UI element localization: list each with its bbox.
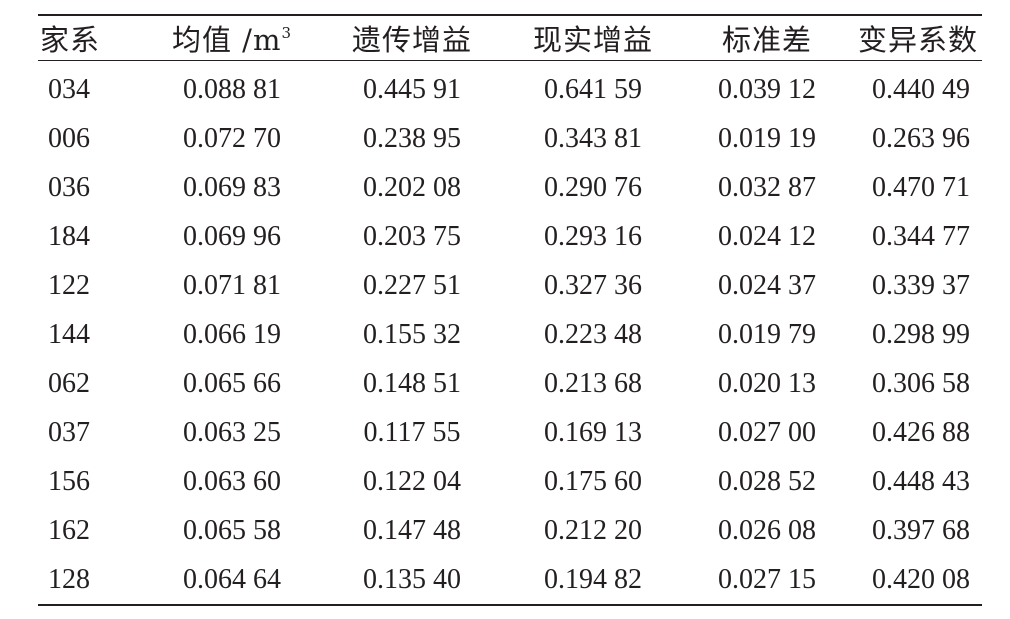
cell-family: 006 bbox=[48, 122, 90, 154]
cell-std-dev: 0.024 12 bbox=[718, 220, 816, 252]
table-row: 006 0.072 70 0.238 95 0.343 81 0.019 19 0.263… bbox=[38, 114, 982, 163]
table-row: 062 0.065 66 0.148 51 0.213 68 0.020 13 0.306… bbox=[38, 359, 982, 408]
data-table: 家系 均值 /m3 遗传增益 现实增益 标准差 变异系数 034 0.088 81… bbox=[38, 14, 982, 606]
table-row: 036 0.069 83 0.202 08 0.290 76 0.032 87 0.470… bbox=[38, 163, 982, 212]
family-gain-table: 家系 均值 /m3 遗传增益 现实增益 标准差 变异系数 034 0.088 81… bbox=[38, 14, 982, 606]
header-mean-label: 均值 /m bbox=[171, 23, 282, 57]
cell-family: 036 bbox=[48, 171, 90, 203]
cell-std-dev: 0.027 15 bbox=[718, 563, 816, 595]
cell-mean: 0.088 81 bbox=[183, 73, 281, 105]
cell-real-gain: 0.327 36 bbox=[544, 269, 642, 301]
cell-cv: 0.298 99 bbox=[872, 318, 970, 350]
cell-cv: 0.306 58 bbox=[872, 367, 970, 399]
cell-std-dev: 0.020 13 bbox=[718, 367, 816, 399]
cell-genetic-gain: 0.203 75 bbox=[363, 220, 461, 252]
cell-std-dev: 0.024 37 bbox=[718, 269, 816, 301]
cell-cv: 0.470 71 bbox=[872, 171, 970, 203]
cell-genetic-gain: 0.147 48 bbox=[363, 514, 461, 546]
cell-cv: 0.426 88 bbox=[872, 416, 970, 448]
cell-family: 122 bbox=[48, 269, 90, 301]
cell-family: 156 bbox=[48, 465, 90, 497]
header-mean: 均值 /m3 bbox=[143, 15, 321, 61]
cell-mean: 0.065 58 bbox=[183, 514, 281, 546]
cell-genetic-gain: 0.122 04 bbox=[363, 465, 461, 497]
cell-family: 037 bbox=[48, 416, 90, 448]
cell-real-gain: 0.641 59 bbox=[544, 73, 642, 105]
table-body: 034 0.088 81 0.445 91 0.641 59 0.039 12 0.440… bbox=[38, 61, 982, 605]
cell-cv: 0.339 37 bbox=[872, 269, 970, 301]
cell-mean: 0.072 70 bbox=[183, 122, 281, 154]
table-row: 184 0.069 96 0.203 75 0.293 16 0.024 12 0.344… bbox=[38, 212, 982, 261]
cell-genetic-gain: 0.202 08 bbox=[363, 171, 461, 203]
header-mean-unit-exponent: 3 bbox=[281, 24, 293, 42]
header-row: 家系 均值 /m3 遗传增益 现实增益 标准差 变异系数 bbox=[38, 15, 982, 61]
cell-real-gain: 0.223 48 bbox=[544, 318, 642, 350]
cell-real-gain: 0.194 82 bbox=[544, 563, 642, 595]
cell-mean: 0.066 19 bbox=[183, 318, 281, 350]
table-row: 034 0.088 81 0.445 91 0.641 59 0.039 12 0.440… bbox=[38, 61, 982, 115]
cell-mean: 0.063 60 bbox=[183, 465, 281, 497]
cell-genetic-gain: 0.445 91 bbox=[363, 73, 461, 105]
cell-real-gain: 0.293 16 bbox=[544, 220, 642, 252]
cell-family: 128 bbox=[48, 563, 90, 595]
header-cv: 变异系数 bbox=[857, 23, 978, 57]
cell-genetic-gain: 0.135 40 bbox=[363, 563, 461, 595]
cell-std-dev: 0.039 12 bbox=[718, 73, 816, 105]
header-family: 家系 bbox=[40, 23, 101, 57]
header-std-dev: 标准差 bbox=[721, 23, 812, 57]
cell-cv: 0.397 68 bbox=[872, 514, 970, 546]
table-row: 037 0.063 25 0.117 55 0.169 13 0.027 00 0.426… bbox=[38, 408, 982, 457]
cell-std-dev: 0.032 87 bbox=[718, 171, 816, 203]
table-row: 122 0.071 81 0.227 51 0.327 36 0.024 37 0.339… bbox=[38, 261, 982, 310]
cell-family: 144 bbox=[48, 318, 90, 350]
cell-mean: 0.069 83 bbox=[183, 171, 281, 203]
cell-cv: 0.440 49 bbox=[872, 73, 970, 105]
cell-real-gain: 0.175 60 bbox=[544, 465, 642, 497]
cell-family: 034 bbox=[48, 73, 90, 105]
cell-real-gain: 0.213 68 bbox=[544, 367, 642, 399]
cell-mean: 0.064 64 bbox=[183, 563, 281, 595]
table-row: 156 0.063 60 0.122 04 0.175 60 0.028 52 0.448… bbox=[38, 457, 982, 506]
cell-std-dev: 0.019 79 bbox=[718, 318, 816, 350]
cell-mean: 0.065 66 bbox=[183, 367, 281, 399]
cell-mean: 0.063 25 bbox=[183, 416, 281, 448]
cell-family: 062 bbox=[48, 367, 90, 399]
cell-std-dev: 0.026 08 bbox=[718, 514, 816, 546]
cell-mean: 0.071 81 bbox=[183, 269, 281, 301]
cell-real-gain: 0.169 13 bbox=[544, 416, 642, 448]
header-real-gain: 现实增益 bbox=[532, 23, 653, 57]
table-row: 162 0.065 58 0.147 48 0.212 20 0.026 08 0.397… bbox=[38, 506, 982, 555]
cell-real-gain: 0.343 81 bbox=[544, 122, 642, 154]
cell-family: 184 bbox=[48, 220, 90, 252]
cell-genetic-gain: 0.148 51 bbox=[363, 367, 461, 399]
cell-std-dev: 0.028 52 bbox=[718, 465, 816, 497]
cell-real-gain: 0.212 20 bbox=[544, 514, 642, 546]
cell-genetic-gain: 0.227 51 bbox=[363, 269, 461, 301]
cell-cv: 0.344 77 bbox=[872, 220, 970, 252]
cell-cv: 0.448 43 bbox=[872, 465, 970, 497]
cell-cv: 0.263 96 bbox=[872, 122, 970, 154]
cell-genetic-gain: 0.238 95 bbox=[363, 122, 461, 154]
cell-std-dev: 0.027 00 bbox=[718, 416, 816, 448]
cell-real-gain: 0.290 76 bbox=[544, 171, 642, 203]
cell-mean: 0.069 96 bbox=[183, 220, 281, 252]
header-genetic-gain: 遗传增益 bbox=[351, 23, 472, 57]
table-row: 144 0.066 19 0.155 32 0.223 48 0.019 79 0.298… bbox=[38, 310, 982, 359]
cell-genetic-gain: 0.117 55 bbox=[363, 416, 461, 448]
cell-std-dev: 0.019 19 bbox=[718, 122, 816, 154]
table-row: 128 0.064 64 0.135 40 0.194 82 0.027 15 0.420… bbox=[38, 555, 982, 605]
cell-genetic-gain: 0.155 32 bbox=[363, 318, 461, 350]
cell-cv: 0.420 08 bbox=[872, 563, 970, 595]
cell-family: 162 bbox=[48, 514, 90, 546]
